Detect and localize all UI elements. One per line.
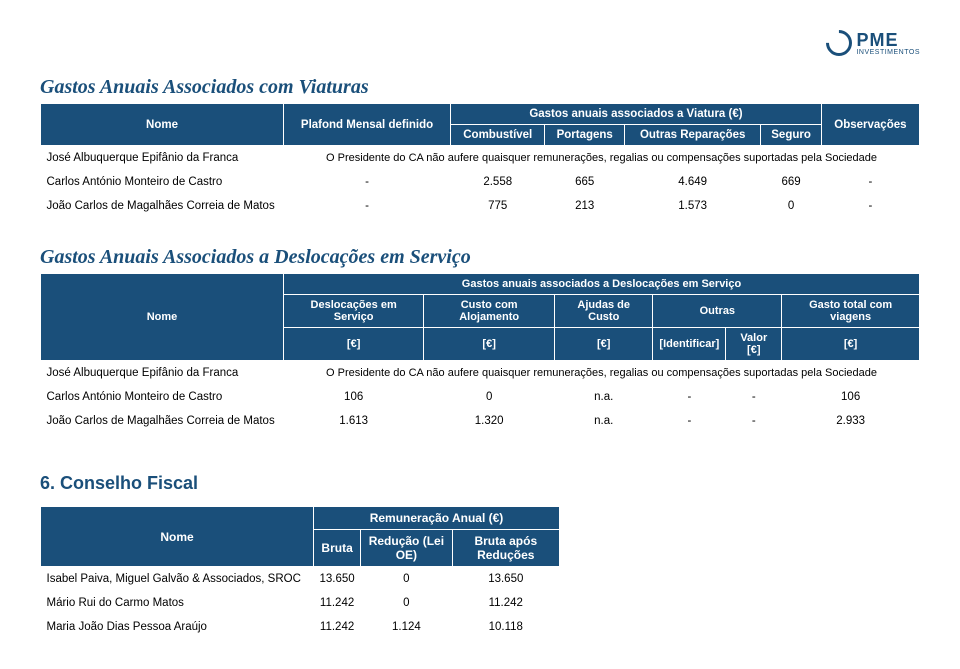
th-group: Gastos anuais associados a Deslocações e… [284, 274, 920, 295]
cell: - [284, 194, 451, 218]
cell: 13.650 [314, 567, 361, 592]
cell: 665 [545, 170, 625, 194]
th-custo: Custo com Alojamento [424, 295, 555, 328]
cell: 1.124 [361, 615, 452, 639]
cell: 10.118 [452, 615, 559, 639]
section6-heading: 6. Conselho Fiscal [40, 473, 920, 494]
th-nome: Nome [41, 274, 284, 361]
pme-logo: PME INVESTIMENTOS [826, 30, 920, 56]
table-row: Maria João Dias Pessoa Araújo 11.242 1.1… [41, 615, 560, 639]
cell: - [284, 170, 451, 194]
logo-sub: INVESTIMENTOS [856, 49, 920, 56]
cell: 1.613 [284, 409, 424, 433]
table-row: José Albuquerque Epifânio da Franca O Pr… [41, 361, 920, 386]
th-euro: [€] [284, 328, 424, 361]
th-seguro: Seguro [761, 125, 822, 146]
cell: 775 [451, 194, 545, 218]
th-obs: Observações [821, 104, 919, 146]
table-conselho-fiscal: Nome Remuneração Anual (€) Bruta Redução… [40, 506, 560, 639]
th-outras: Outras [653, 295, 782, 328]
cell-name: Carlos António Monteiro de Castro [41, 385, 284, 409]
th-combustivel: Combustível [451, 125, 545, 146]
cell: - [653, 385, 726, 409]
cell: - [821, 194, 919, 218]
th-group: Gastos anuais associados a Viatura (€) [451, 104, 822, 125]
cell: 213 [545, 194, 625, 218]
logo-row: PME INVESTIMENTOS [40, 30, 920, 56]
cell: 13.650 [452, 567, 559, 592]
cell-note: O Presidente do CA não aufere quaisquer … [284, 361, 920, 386]
cell: - [726, 385, 782, 409]
cell: 106 [284, 385, 424, 409]
cell: 106 [782, 385, 920, 409]
cell: - [726, 409, 782, 433]
th-nome: Nome [41, 507, 314, 567]
cell-note: O Presidente do CA não aufere quaisquer … [284, 146, 920, 171]
cell: 11.242 [314, 615, 361, 639]
th-portagens: Portagens [545, 125, 625, 146]
cell-name: Carlos António Monteiro de Castro [41, 170, 284, 194]
cell: 11.242 [314, 591, 361, 615]
cell: - [821, 170, 919, 194]
cell: 4.649 [625, 170, 761, 194]
cell: 669 [761, 170, 822, 194]
th-ajudas: Ajudas de Custo [555, 295, 653, 328]
table-row: João Carlos de Magalhães Correia de Mato… [41, 194, 920, 218]
th-desloc: Deslocações em Serviço [284, 295, 424, 328]
cell: 2.933 [782, 409, 920, 433]
cell: - [653, 409, 726, 433]
cell: n.a. [555, 409, 653, 433]
cell: n.a. [555, 385, 653, 409]
th-euro: [€] [782, 328, 920, 361]
cell-name: José Albuquerque Epifânio da Franca [41, 146, 284, 171]
table-row: José Albuquerque Epifânio da Franca O Pr… [41, 146, 920, 171]
th-valor: Valor [€] [726, 328, 782, 361]
cell: 11.242 [452, 591, 559, 615]
th-outras: Outras Reparações [625, 125, 761, 146]
th-apos: Bruta após Reduções [452, 530, 559, 567]
logo-pme: PME [856, 31, 920, 49]
table-viaturas: Nome Plafond Mensal definido Gastos anua… [40, 103, 920, 218]
cell-name: Mário Rui do Carmo Matos [41, 591, 314, 615]
cell: 0 [761, 194, 822, 218]
th-reducao: Redução (Lei OE) [361, 530, 452, 567]
table-row: Isabel Paiva, Miguel Galvão & Associados… [41, 567, 560, 592]
th-plafond: Plafond Mensal definido [284, 104, 451, 146]
cell-name: João Carlos de Magalhães Correia de Mato… [41, 409, 284, 433]
th-euro: [€] [424, 328, 555, 361]
th-nome: Nome [41, 104, 284, 146]
cell: 1.320 [424, 409, 555, 433]
table-row: Mário Rui do Carmo Matos 11.242 0 11.242 [41, 591, 560, 615]
table1-title: Gastos Anuais Associados com Viaturas [40, 76, 920, 99]
cell-name: José Albuquerque Epifânio da Franca [41, 361, 284, 386]
th-group: Remuneração Anual (€) [314, 507, 560, 530]
th-ident: [Identificar] [653, 328, 726, 361]
cell-name: João Carlos de Magalhães Correia de Mato… [41, 194, 284, 218]
cell: 1.573 [625, 194, 761, 218]
table-row: Carlos António Monteiro de Castro - 2.55… [41, 170, 920, 194]
table-deslocacoes: Nome Gastos anuais associados a Deslocaç… [40, 273, 920, 433]
th-euro: [€] [555, 328, 653, 361]
logo-text: PME INVESTIMENTOS [856, 31, 920, 56]
cell: 0 [361, 567, 452, 592]
th-gasto: Gasto total com viagens [782, 295, 920, 328]
th-bruta: Bruta [314, 530, 361, 567]
cell: 0 [361, 591, 452, 615]
cell-name: Maria João Dias Pessoa Araújo [41, 615, 314, 639]
cell: 0 [424, 385, 555, 409]
cell: 2.558 [451, 170, 545, 194]
cell-name: Isabel Paiva, Miguel Galvão & Associados… [41, 567, 314, 592]
table-row: João Carlos de Magalhães Correia de Mato… [41, 409, 920, 433]
table2-title: Gastos Anuais Associados a Deslocações e… [40, 246, 920, 269]
table-row: Carlos António Monteiro de Castro 106 0 … [41, 385, 920, 409]
logo-circle-icon [821, 25, 858, 62]
